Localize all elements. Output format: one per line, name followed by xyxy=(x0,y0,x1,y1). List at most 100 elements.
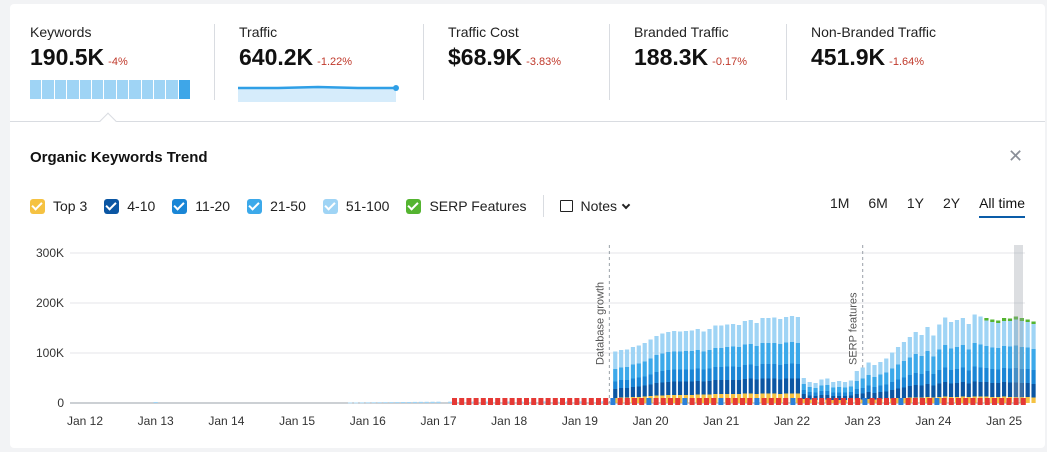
bar-segment xyxy=(359,402,365,404)
bar-segment xyxy=(1002,318,1007,321)
bar-segment xyxy=(990,369,995,383)
bar-segment xyxy=(878,362,883,375)
dashboard-card: Keywords 190.5K -4% Traffic 640.2K -1.22% … xyxy=(10,4,1045,448)
bar-segment xyxy=(760,343,765,364)
bar-segment xyxy=(948,383,954,397)
event-marker xyxy=(531,398,537,405)
bar-segment xyxy=(813,392,818,396)
bar-segment xyxy=(890,352,895,369)
bar-segment xyxy=(701,331,706,352)
bar-segment xyxy=(919,374,924,386)
bar-segment xyxy=(654,372,659,383)
event-marker xyxy=(999,398,1005,405)
bar-segment xyxy=(931,385,936,398)
bar-segment xyxy=(1019,347,1024,369)
bar-segment xyxy=(831,387,836,393)
metric-traffic-cost[interactable]: Traffic Cost $68.9K -3.83% xyxy=(448,24,561,71)
metric-traffic[interactable]: Traffic 640.2K -1.22% xyxy=(239,24,352,71)
legend-top-3[interactable]: Top 3 xyxy=(30,198,87,214)
bar-segment xyxy=(713,348,718,367)
event-marker xyxy=(488,398,493,405)
close-icon[interactable]: ✕ xyxy=(1008,146,1024,166)
bar-segment xyxy=(707,394,712,403)
bar-segment xyxy=(801,394,806,399)
legend-51-100[interactable]: 51-100 xyxy=(322,198,389,214)
metric-non-branded-traffic[interactable]: Non-Branded Traffic 451.9K -1.64% xyxy=(811,24,936,71)
range-all-time[interactable]: All time xyxy=(979,195,1025,218)
bar-segment xyxy=(672,369,677,382)
x-tick-label: Jan 19 xyxy=(562,414,598,428)
event-marker xyxy=(466,398,472,405)
bar-segment xyxy=(153,402,158,403)
bar-segment xyxy=(412,401,418,403)
bar-segment xyxy=(353,402,359,404)
event-marker xyxy=(711,398,717,405)
legend-4-10[interactable]: 4-10 xyxy=(104,198,155,214)
bar-segment xyxy=(636,345,641,364)
bar-segment xyxy=(795,317,800,343)
bar-segment xyxy=(624,388,630,398)
metrics-row: Keywords 190.5K -4% Traffic 640.2K -1.22% … xyxy=(10,4,1045,121)
bar-segment xyxy=(672,395,677,403)
bar-segment xyxy=(872,387,877,393)
bar-segment xyxy=(577,401,582,403)
bar-segment xyxy=(766,393,771,403)
range-1m[interactable]: 1M xyxy=(829,195,850,211)
bar-segment xyxy=(672,351,677,370)
x-tick-label: Jan 22 xyxy=(774,414,810,428)
bar-segment xyxy=(931,335,936,357)
bar-segment xyxy=(1031,349,1036,370)
range-2y[interactable]: 2Y xyxy=(942,195,961,211)
notes-dropdown[interactable]: Notes xyxy=(560,198,631,214)
bar-segment xyxy=(972,381,977,397)
bar-segment xyxy=(660,353,665,371)
range-6m[interactable]: 6M xyxy=(868,195,888,211)
event-marker xyxy=(797,398,803,405)
event-marker xyxy=(682,398,688,405)
event-marker xyxy=(819,398,825,405)
metric-label: Keywords xyxy=(30,24,92,40)
bar-segment xyxy=(613,351,618,369)
bar-segment xyxy=(919,356,924,374)
bar-segment xyxy=(725,347,730,367)
bar-segment xyxy=(996,397,1001,403)
event-marker xyxy=(948,398,954,405)
metric-change: -0.17% xyxy=(712,56,748,68)
bar-segment xyxy=(954,383,960,397)
event-marker xyxy=(934,398,940,405)
event-marker xyxy=(790,398,796,405)
bar-segment xyxy=(701,394,706,403)
bar-segment xyxy=(666,332,671,352)
checkbox-icon xyxy=(172,198,188,214)
bar-segment xyxy=(996,323,1001,348)
bar-segment xyxy=(1025,322,1030,348)
notes-label: Notes xyxy=(580,198,618,214)
event-marker xyxy=(963,398,969,405)
event-marker xyxy=(927,398,933,405)
bar-segment xyxy=(978,344,983,368)
bar-segment xyxy=(689,351,694,370)
bar-segment xyxy=(848,386,854,392)
event-marker xyxy=(524,398,529,405)
event-marker xyxy=(941,398,947,405)
bar-segment xyxy=(901,361,907,378)
event-marker xyxy=(776,398,781,405)
legend-serp-features[interactable]: SERP Features xyxy=(406,198,526,214)
metric-keywords[interactable]: Keywords 190.5K -4% xyxy=(30,24,128,71)
range-1y[interactable]: 1Y xyxy=(906,195,924,211)
metric-divider xyxy=(214,24,215,100)
legend-21-50[interactable]: 21-50 xyxy=(247,198,306,214)
bar-segment xyxy=(1031,324,1036,349)
event-marker xyxy=(675,398,681,405)
bar-segment xyxy=(943,317,948,345)
bar-segment xyxy=(642,385,647,397)
legend-label: SERP Features xyxy=(429,198,527,214)
event-marker xyxy=(516,398,522,405)
checkbox-icon xyxy=(406,198,422,214)
bar-segment xyxy=(842,382,848,388)
bar-segment xyxy=(654,336,659,355)
metric-branded-traffic[interactable]: Branded Traffic 188.3K -0.17% xyxy=(634,24,747,71)
metric-change: -3.83% xyxy=(526,56,562,68)
bar-segment xyxy=(683,381,689,395)
legend-11-20[interactable]: 11-20 xyxy=(172,198,230,214)
